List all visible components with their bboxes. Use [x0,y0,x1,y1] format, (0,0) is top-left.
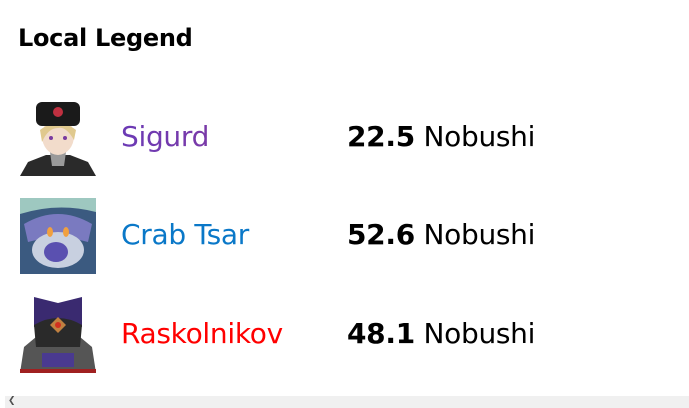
value-unit: Nobushi [423,218,536,251]
entry-value: 22.5 Nobushi [347,120,535,153]
value-number: 48.1 [347,317,415,350]
value-unit: Nobushi [423,120,536,153]
entry-name: Sigurd [121,120,210,153]
legend-row: Crab Tsar 52.6 Nobushi [20,198,660,274]
legend-row: Sigurd 22.5 Nobushi [20,100,660,176]
entry-name: Crab Tsar [121,218,249,251]
entry-name: Raskolnikov [121,317,283,350]
entry-value: 48.1 Nobushi [347,317,535,350]
page-title: Local Legend [18,24,193,52]
raskolnikov-avatar [20,297,96,373]
sigurd-avatar [20,100,96,176]
entry-value: 52.6 Nobushi [347,218,535,251]
chevron-left-icon[interactable]: ❮ [8,396,16,406]
crab-tsar-avatar [20,198,96,274]
value-unit: Nobushi [423,317,536,350]
value-number: 22.5 [347,120,415,153]
value-number: 52.6 [347,218,415,251]
horizontal-scrollbar[interactable]: ❮ [5,396,689,408]
legend-row: Raskolnikov 48.1 Nobushi [20,297,660,373]
